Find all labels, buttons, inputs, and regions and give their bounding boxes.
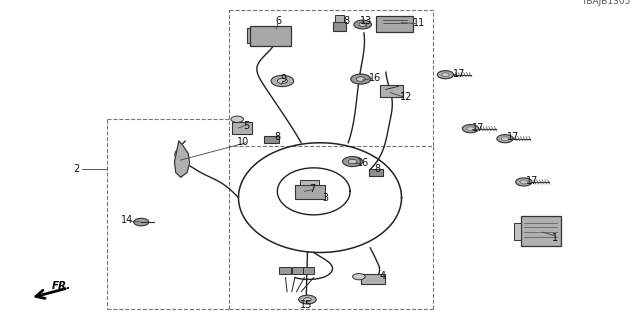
Bar <box>292 267 303 274</box>
Circle shape <box>304 298 311 301</box>
Circle shape <box>501 137 509 140</box>
Bar <box>335 15 344 22</box>
Text: 16: 16 <box>356 157 369 167</box>
Text: FR.: FR. <box>52 281 71 291</box>
Text: 17: 17 <box>526 176 538 186</box>
Circle shape <box>462 124 479 133</box>
Circle shape <box>437 71 454 79</box>
Text: 16: 16 <box>369 73 381 83</box>
Circle shape <box>516 178 532 186</box>
Bar <box>380 85 403 97</box>
Circle shape <box>359 23 367 27</box>
Circle shape <box>342 156 363 167</box>
Text: 1: 1 <box>552 233 558 244</box>
Circle shape <box>277 78 287 84</box>
Circle shape <box>467 127 474 131</box>
Bar <box>246 28 266 43</box>
Circle shape <box>231 116 243 122</box>
Bar <box>521 216 561 246</box>
Circle shape <box>497 135 513 143</box>
Bar <box>369 169 383 176</box>
Text: 15: 15 <box>300 300 312 310</box>
Text: 11: 11 <box>413 18 425 28</box>
Text: 10: 10 <box>237 137 250 147</box>
Text: 12: 12 <box>401 92 413 102</box>
Bar <box>264 136 279 143</box>
Circle shape <box>348 159 357 164</box>
Bar <box>270 28 289 43</box>
Bar <box>303 267 314 274</box>
Text: 5: 5 <box>243 121 250 131</box>
Text: 2: 2 <box>74 164 80 174</box>
Text: 17: 17 <box>453 69 465 79</box>
Bar <box>333 22 346 31</box>
Text: 8: 8 <box>275 132 280 142</box>
Text: 8: 8 <box>343 16 349 26</box>
Circle shape <box>271 75 294 87</box>
Circle shape <box>520 180 527 184</box>
Bar <box>259 28 278 43</box>
Circle shape <box>442 73 449 76</box>
Bar <box>361 275 385 284</box>
Circle shape <box>354 20 371 29</box>
Circle shape <box>356 77 365 81</box>
Circle shape <box>134 218 148 226</box>
Text: 8: 8 <box>374 164 381 174</box>
Bar <box>376 16 413 32</box>
Polygon shape <box>175 141 189 177</box>
Bar <box>300 180 319 185</box>
Circle shape <box>351 74 371 84</box>
Bar <box>295 185 325 199</box>
Bar <box>279 267 291 274</box>
Text: 6: 6 <box>275 16 281 26</box>
Text: 17: 17 <box>507 132 520 142</box>
Text: 9: 9 <box>280 74 287 84</box>
Text: 7: 7 <box>309 184 316 194</box>
Text: 4: 4 <box>380 271 386 281</box>
Circle shape <box>353 274 365 280</box>
Text: 13: 13 <box>360 16 372 26</box>
Bar <box>250 26 291 46</box>
Text: 14: 14 <box>121 215 133 225</box>
Text: TBAJB1305: TBAJB1305 <box>581 0 630 6</box>
Text: 3: 3 <box>322 193 328 203</box>
Text: 17: 17 <box>472 123 484 133</box>
Circle shape <box>299 295 316 304</box>
Bar <box>515 223 521 240</box>
Bar <box>232 122 252 134</box>
